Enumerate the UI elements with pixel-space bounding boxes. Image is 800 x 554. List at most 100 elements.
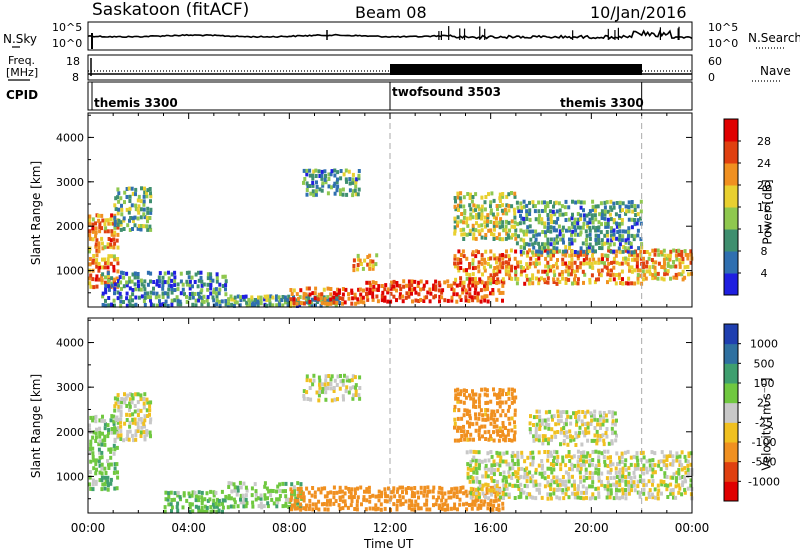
- data-cell: [501, 220, 505, 225]
- data-cell: [365, 489, 369, 494]
- data-cell: [474, 428, 478, 433]
- data-cell: [103, 426, 107, 431]
- data-cell: [357, 173, 361, 178]
- data-cell: [358, 386, 362, 390]
- data-cell: [98, 221, 102, 226]
- data-cell: [489, 273, 493, 278]
- data-cell: [480, 204, 484, 209]
- data-cell: [468, 287, 472, 292]
- data-cell: [345, 179, 348, 184]
- data-cell: [532, 234, 536, 239]
- data-cell: [112, 245, 116, 250]
- data-cell: [287, 497, 291, 502]
- data-cell: [191, 509, 195, 514]
- data-cell: [538, 482, 542, 487]
- data-cell: [464, 288, 468, 293]
- data-cell: [618, 467, 622, 472]
- data-cell: [472, 455, 476, 460]
- data-cell: [541, 209, 544, 213]
- data-cell: [371, 287, 375, 292]
- data-cell: [232, 497, 236, 502]
- data-cell: [486, 262, 490, 266]
- data-cell: [142, 421, 146, 426]
- data-cell: [113, 203, 117, 208]
- data-cell: [666, 483, 670, 488]
- data-cell: [126, 223, 130, 228]
- data-cell: [600, 216, 604, 220]
- data-cell: [305, 378, 309, 383]
- data-cell: [680, 249, 684, 254]
- data-cell: [468, 272, 472, 277]
- data-cell: [95, 284, 99, 289]
- data-cell: [502, 483, 506, 488]
- data-cell: [140, 420, 144, 425]
- data-cell: [149, 271, 153, 276]
- data-cell: [434, 294, 437, 299]
- data-cell: [651, 479, 655, 483]
- data-cell: [419, 279, 423, 284]
- data-cell: [290, 503, 294, 508]
- colorbar-segment: [724, 251, 738, 274]
- data-cell: [336, 374, 340, 379]
- data-cell: [245, 488, 249, 493]
- data-cell: [245, 303, 249, 308]
- data-cell: [311, 297, 314, 302]
- data-cell: [597, 225, 601, 230]
- data-cell: [654, 248, 657, 253]
- data-cell: [347, 390, 351, 395]
- data-cell: [559, 419, 563, 424]
- data-cell: [381, 290, 385, 295]
- data-cell: [627, 246, 631, 251]
- data-cell: [143, 279, 147, 284]
- data-cell: [277, 497, 281, 502]
- data-cell: [136, 275, 140, 280]
- data-cell: [494, 498, 498, 503]
- data-cell: [126, 429, 130, 434]
- data-cell: [465, 389, 468, 393]
- data-cell: [285, 497, 288, 502]
- data-cell: [120, 397, 124, 401]
- data-cell: [470, 199, 474, 204]
- data-cell: [528, 200, 531, 205]
- data-cell: [626, 236, 630, 241]
- data-cell: [569, 421, 573, 426]
- data-cell: [473, 295, 477, 300]
- data-cell: [393, 494, 397, 499]
- y-tick-label: 4000: [56, 337, 84, 350]
- data-cell: [543, 277, 546, 282]
- data-cell: [585, 213, 589, 218]
- data-cell: [549, 492, 552, 497]
- data-cell: [602, 438, 606, 443]
- data-cell: [556, 414, 560, 419]
- data-cell: [540, 474, 544, 479]
- data-cell: [477, 269, 481, 274]
- data-cell: [353, 487, 357, 492]
- data-cell: [275, 303, 279, 308]
- data-cell: [471, 458, 475, 463]
- data-cell: [336, 184, 340, 189]
- data-cell: [136, 226, 140, 231]
- data-cell: [486, 280, 490, 285]
- data-cell: [446, 279, 450, 284]
- data-cell: [128, 392, 132, 397]
- data-cell: [475, 476, 479, 481]
- data-cell: [629, 455, 633, 460]
- data-cell: [480, 257, 484, 262]
- data-cell: [597, 471, 600, 476]
- data-cell: [274, 297, 278, 302]
- data-cell: [98, 455, 102, 460]
- data-cell: [101, 272, 105, 277]
- data-cell: [226, 303, 230, 308]
- data-cell: [627, 217, 631, 222]
- data-cell: [594, 233, 598, 238]
- data-cell: [567, 272, 571, 277]
- data-cell: [137, 224, 141, 229]
- data-cell: [355, 499, 359, 504]
- data-cell: [612, 205, 616, 210]
- data-cell: [356, 486, 359, 491]
- data-cell: [525, 217, 529, 221]
- data-cell: [483, 220, 487, 225]
- data-cell: [618, 233, 622, 238]
- data-cell: [514, 228, 518, 233]
- data-cell: [441, 503, 445, 507]
